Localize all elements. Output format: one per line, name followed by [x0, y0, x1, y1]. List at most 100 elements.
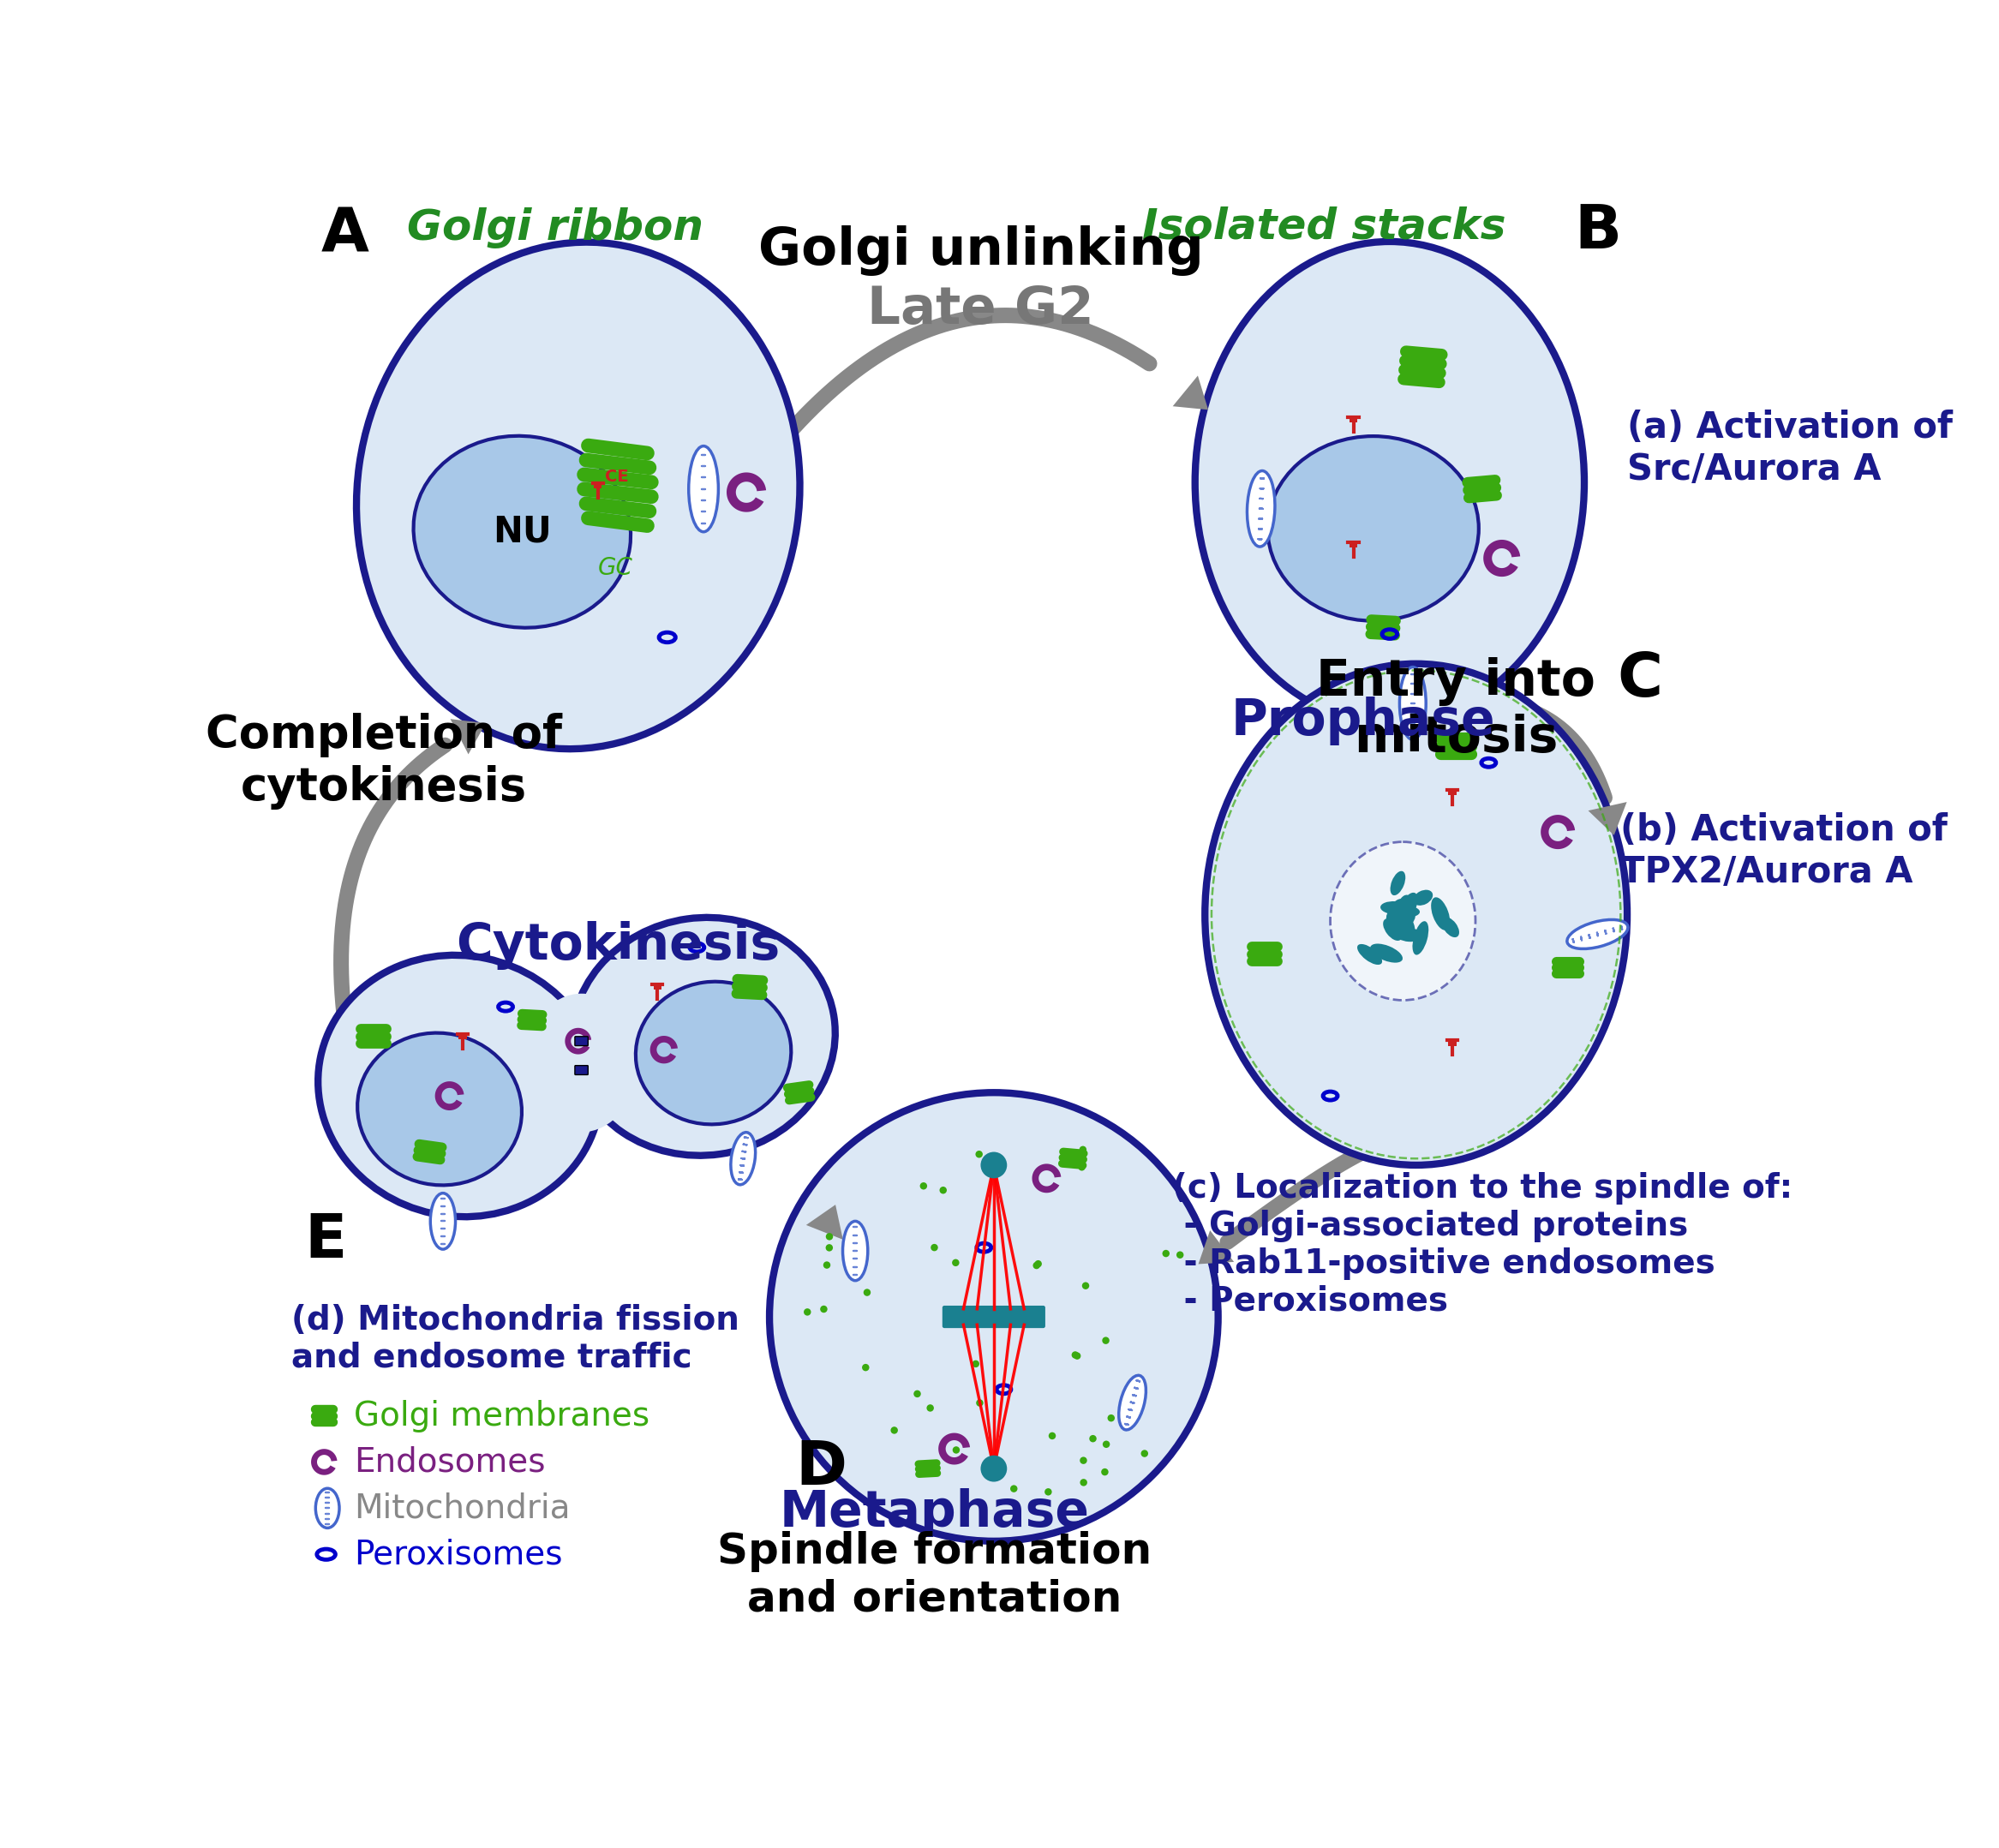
- Circle shape: [1101, 1469, 1109, 1475]
- Text: Golgi membranes: Golgi membranes: [354, 1399, 650, 1432]
- Ellipse shape: [1195, 242, 1585, 723]
- Circle shape: [914, 1390, 922, 1397]
- Ellipse shape: [1395, 928, 1423, 942]
- Polygon shape: [1031, 1164, 1061, 1192]
- Circle shape: [1033, 1262, 1039, 1270]
- Polygon shape: [312, 1449, 338, 1475]
- Text: Isolated stacks: Isolated stacks: [1141, 205, 1505, 248]
- Bar: [654, 985, 662, 991]
- Circle shape: [1035, 1260, 1041, 1268]
- Bar: [1349, 541, 1357, 547]
- Circle shape: [862, 1364, 870, 1371]
- Ellipse shape: [1393, 909, 1415, 937]
- Polygon shape: [806, 1205, 844, 1240]
- Ellipse shape: [1413, 920, 1429, 955]
- Text: Cytokinesis: Cytokinesis: [456, 920, 780, 970]
- Text: Metaphase: Metaphase: [780, 1488, 1089, 1538]
- Text: A: A: [322, 205, 368, 264]
- Bar: [1449, 1040, 1457, 1046]
- Ellipse shape: [732, 1133, 756, 1185]
- Ellipse shape: [1387, 909, 1405, 930]
- Circle shape: [1089, 1436, 1097, 1441]
- Ellipse shape: [1385, 907, 1409, 926]
- Circle shape: [1107, 1414, 1115, 1421]
- Ellipse shape: [1431, 898, 1449, 930]
- Circle shape: [1101, 1336, 1109, 1343]
- Ellipse shape: [318, 955, 602, 1216]
- Ellipse shape: [1205, 663, 1627, 1164]
- Ellipse shape: [1381, 902, 1409, 915]
- Circle shape: [1081, 1283, 1089, 1290]
- Polygon shape: [436, 1081, 464, 1111]
- Text: D: D: [796, 1440, 848, 1499]
- Polygon shape: [726, 473, 766, 512]
- Ellipse shape: [1397, 909, 1415, 928]
- Ellipse shape: [844, 1222, 868, 1281]
- Text: (c) Localization to the spindle of:
 - Golgi-associated proteins
 - Rab11-positi: (c) Localization to the spindle of: - Go…: [1171, 1172, 1793, 1318]
- Circle shape: [804, 1308, 812, 1316]
- Text: GC: GC: [598, 556, 634, 580]
- Circle shape: [940, 1186, 948, 1194]
- Ellipse shape: [1389, 906, 1419, 917]
- Ellipse shape: [1267, 436, 1479, 621]
- Text: Golgi unlinking: Golgi unlinking: [758, 225, 1203, 275]
- Polygon shape: [1587, 802, 1627, 835]
- Circle shape: [982, 1456, 1007, 1482]
- Ellipse shape: [1247, 471, 1275, 547]
- Circle shape: [1161, 1249, 1169, 1257]
- Ellipse shape: [1567, 920, 1627, 948]
- Circle shape: [826, 1244, 834, 1251]
- Circle shape: [820, 1305, 828, 1312]
- Bar: [594, 482, 602, 488]
- Ellipse shape: [1413, 891, 1433, 906]
- Ellipse shape: [1383, 918, 1401, 941]
- Text: (b) Activation of
TPX2/Aurora A: (b) Activation of TPX2/Aurora A: [1621, 811, 1947, 889]
- Circle shape: [770, 1092, 1217, 1541]
- Polygon shape: [450, 719, 486, 754]
- Ellipse shape: [1399, 667, 1425, 739]
- Circle shape: [932, 1244, 938, 1251]
- Text: Mitochondria: Mitochondria: [354, 1491, 570, 1525]
- Circle shape: [1071, 1351, 1079, 1358]
- Ellipse shape: [1395, 894, 1413, 928]
- Ellipse shape: [316, 1488, 340, 1528]
- Circle shape: [864, 1288, 872, 1295]
- Text: Prophase: Prophase: [1231, 697, 1495, 745]
- Text: Late G2: Late G2: [868, 285, 1093, 334]
- Polygon shape: [650, 1037, 678, 1064]
- Ellipse shape: [690, 445, 718, 532]
- Circle shape: [1079, 1146, 1087, 1153]
- Circle shape: [976, 1151, 984, 1159]
- Circle shape: [982, 1151, 1007, 1179]
- Bar: [458, 1033, 466, 1039]
- Ellipse shape: [1441, 917, 1459, 937]
- Ellipse shape: [1329, 843, 1475, 1000]
- Ellipse shape: [1399, 893, 1417, 922]
- Circle shape: [824, 1262, 830, 1270]
- Circle shape: [960, 1308, 968, 1316]
- FancyBboxPatch shape: [576, 1066, 588, 1076]
- Text: Endosomes: Endosomes: [354, 1445, 546, 1478]
- Polygon shape: [1483, 540, 1519, 577]
- Circle shape: [954, 1447, 960, 1454]
- Text: E: E: [304, 1210, 346, 1270]
- Circle shape: [972, 1360, 980, 1368]
- Ellipse shape: [356, 242, 800, 748]
- Ellipse shape: [636, 981, 792, 1124]
- Circle shape: [952, 1258, 960, 1266]
- Ellipse shape: [526, 994, 638, 1133]
- Circle shape: [1049, 1432, 1055, 1440]
- Text: CE: CE: [604, 468, 628, 484]
- Text: Spindle formation
and orientation: Spindle formation and orientation: [718, 1532, 1151, 1621]
- Circle shape: [1009, 1486, 1017, 1493]
- Circle shape: [1177, 1251, 1183, 1258]
- Polygon shape: [1173, 375, 1207, 410]
- Text: Entry into
mitosis: Entry into mitosis: [1315, 658, 1595, 763]
- Polygon shape: [1197, 1231, 1233, 1264]
- Circle shape: [1077, 1164, 1085, 1172]
- Ellipse shape: [430, 1194, 456, 1249]
- Text: C: C: [1617, 650, 1663, 710]
- Polygon shape: [938, 1432, 970, 1465]
- FancyBboxPatch shape: [942, 1307, 1045, 1329]
- Circle shape: [1045, 1488, 1051, 1495]
